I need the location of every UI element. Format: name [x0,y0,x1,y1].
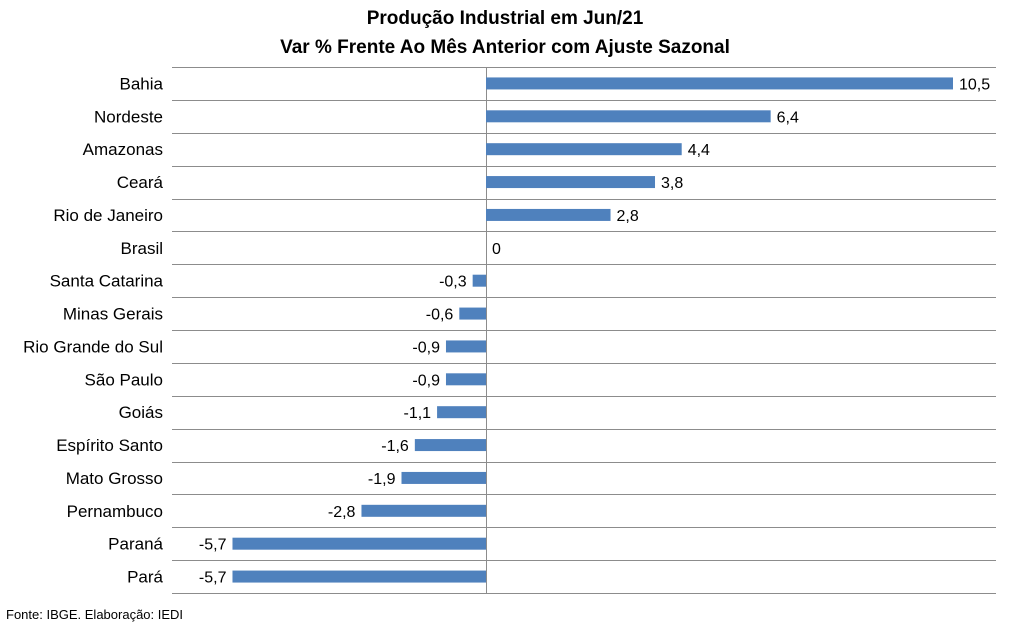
bar [472,274,486,287]
category-label: Rio de Janeiro [53,206,163,225]
category-label: Mato Grosso [66,469,163,488]
bar [414,439,486,452]
bar [232,537,486,550]
category-label: Santa Catarina [50,272,164,291]
category-label: Minas Gerais [63,305,163,324]
bar [445,373,486,386]
category-label: Rio Grande do Sul [23,337,163,356]
bar [232,570,486,583]
value-label: 6,4 [777,109,799,126]
bar [437,406,486,419]
value-label: -1,6 [381,438,409,455]
value-labels: 10,5 6,4 4,4 3,8 2,8 0 -0,3 -0,6 -0,9 -0,9 -1,1 -1,… [199,76,990,586]
category-label: Goiás [119,403,163,422]
value-label: 2,8 [617,208,639,225]
value-label: 0 [492,241,501,258]
value-label: 3,8 [661,175,683,192]
category-label: Ceará [117,173,164,192]
value-label: 4,4 [688,142,710,159]
category-label: Paraná [108,535,163,554]
bar [459,307,486,320]
category-label: Pará [127,568,163,587]
category-label: Pernambuco [67,502,163,521]
value-label: -1,1 [403,405,431,422]
bar [486,110,771,123]
chart-title: Produção Industrial em Jun/21 [367,8,644,29]
value-label: -0,3 [439,274,467,291]
category-label: Brasil [120,239,163,258]
category-label: Espírito Santo [56,436,163,455]
bars [232,77,953,583]
value-label: 10,5 [959,76,990,93]
value-label: -0,9 [412,339,440,356]
category-label: Nordeste [94,107,163,126]
value-label: -0,6 [426,307,454,324]
value-label: -1,9 [368,471,396,488]
bar [361,504,486,517]
category-label: São Paulo [85,370,163,389]
gridlines [172,67,996,594]
category-label: Bahia [120,74,164,93]
category-labels: Bahia Nordeste Amazonas Ceará Rio de Janeiro… [23,74,163,586]
bar [401,471,486,484]
value-label: -5,7 [199,570,227,587]
bar [486,208,611,221]
bar [486,176,656,189]
chart-subtitle: Var % Frente Ao Mês Anterior com Ajuste … [280,37,730,58]
value-label: -0,9 [412,372,440,389]
bar [445,340,486,353]
value-label: -5,7 [199,537,227,554]
category-label: Amazonas [83,140,163,159]
source-note: Fonte: IBGE. Elaboração: IEDI [6,607,184,622]
bar [486,77,953,90]
value-label: -2,8 [328,504,356,521]
bar [486,143,682,156]
